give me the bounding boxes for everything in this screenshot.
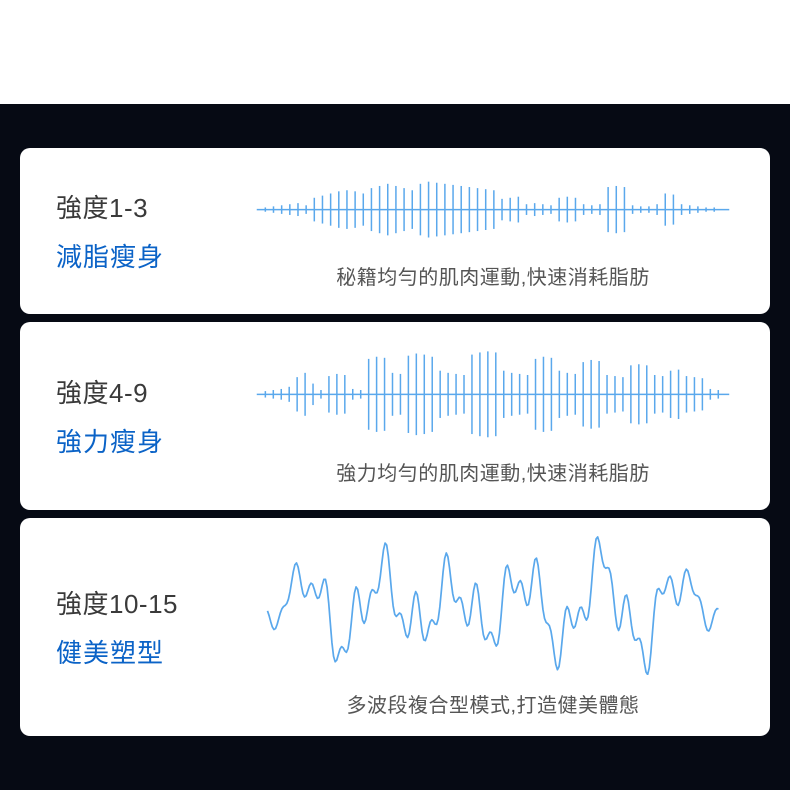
mode-label: 強力瘦身 xyxy=(56,422,246,459)
intensity-card-2: 強度4-9 強力瘦身 強力均勻的肌肉運動,快速消耗脂肪 xyxy=(20,322,770,510)
card-description: 強力均勻的肌肉運動,快速消耗脂肪 xyxy=(336,457,650,486)
card-description: 秘籍均勻的肌肉運動,快速消耗脂肪 xyxy=(336,261,650,290)
card-right: 強力均勻的肌肉運動,快速消耗脂肪 xyxy=(246,346,740,486)
card-left: 強度4-9 強力瘦身 xyxy=(56,373,246,459)
card-left: 強度1-3 減脂瘦身 xyxy=(56,188,246,274)
top-spacer xyxy=(0,0,790,104)
intensity-label: 強度1-3 xyxy=(56,188,246,225)
intensity-card-1: 強度1-3 減脂瘦身 秘籍均勻的肌肉運動,快速消耗脂肪 xyxy=(20,148,770,314)
card-left: 強度10-15 健美塑型 xyxy=(56,584,246,670)
intensity-label: 強度10-15 xyxy=(56,584,246,621)
intensity-cards-area: 強度1-3 減脂瘦身 秘籍均勻的肌肉運動,快速消耗脂肪 強度4-9 強力瘦身 強… xyxy=(0,104,790,776)
mode-label: 減脂瘦身 xyxy=(56,237,246,274)
card-description: 多波段複合型模式,打造健美體態 xyxy=(346,689,639,718)
intensity-label: 強度4-9 xyxy=(56,373,246,410)
waveform-pulse-low-icon xyxy=(246,172,740,247)
waveform-pulse-high-icon xyxy=(246,346,740,443)
waveform-complex-icon xyxy=(246,536,740,676)
mode-label: 健美塑型 xyxy=(56,633,246,670)
card-right: 秘籍均勻的肌肉運動,快速消耗脂肪 xyxy=(246,172,740,290)
intensity-card-3: 強度10-15 健美塑型 多波段複合型模式,打造健美體態 xyxy=(20,518,770,737)
card-right: 多波段複合型模式,打造健美體態 xyxy=(246,536,740,719)
